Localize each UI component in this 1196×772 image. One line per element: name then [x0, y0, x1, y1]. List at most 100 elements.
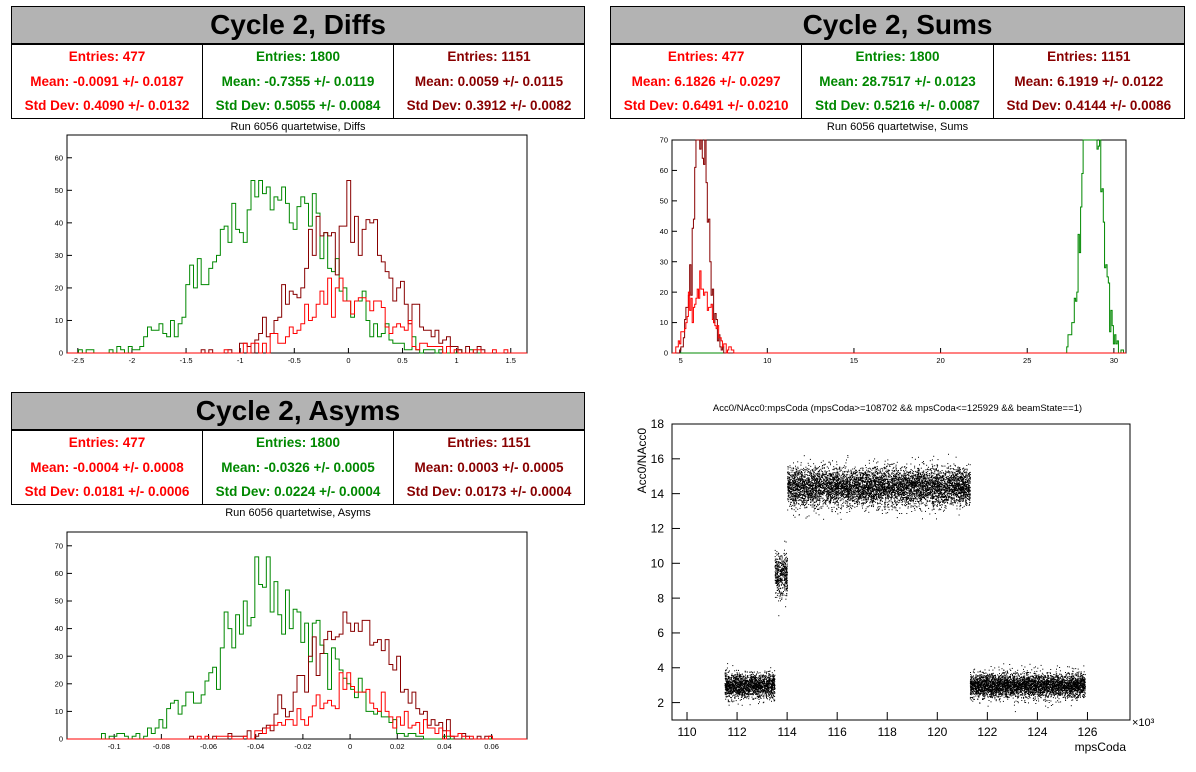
scatter-point — [809, 478, 811, 480]
scatter-point — [725, 692, 726, 694]
scatter-point — [813, 498, 815, 499]
scatter-point — [739, 691, 741, 693]
scatter-point — [917, 480, 919, 482]
scatter-point — [936, 491, 938, 493]
scatter-point — [946, 492, 948, 494]
scatter-point — [769, 693, 771, 695]
scatter-point — [813, 508, 815, 510]
scatter-point — [916, 486, 918, 488]
scatter-point — [775, 570, 777, 571]
scatter-point — [921, 498, 923, 499]
scatter-point — [878, 480, 880, 482]
scatter-point — [726, 692, 728, 694]
scatter-point — [751, 677, 753, 679]
scatter-point — [929, 513, 931, 515]
scatter-point — [881, 484, 883, 486]
scatter-point — [924, 493, 926, 495]
scatter-point — [879, 478, 881, 480]
scatter-point — [779, 562, 781, 564]
scatter-point — [909, 495, 911, 497]
scatter-point — [892, 482, 894, 484]
scatter-point — [879, 471, 881, 473]
scatter-point — [732, 692, 734, 693]
scatter-point — [762, 695, 764, 697]
plot-frame — [671, 423, 1131, 721]
scatter-point — [763, 684, 765, 686]
scatter-point — [906, 463, 908, 465]
scatter-point — [727, 686, 729, 688]
scatter-point — [868, 476, 870, 478]
scatter-point — [829, 472, 831, 474]
scatter-point — [950, 472, 952, 474]
scatter-point — [758, 692, 760, 694]
scatter-point — [883, 491, 884, 492]
scatter-point — [776, 585, 778, 587]
scatter-point — [845, 484, 847, 486]
scatter-point — [850, 486, 852, 488]
scatter-point — [774, 575, 776, 577]
scatter-point — [785, 564, 787, 566]
scatter-point — [764, 692, 766, 694]
scatter-point — [852, 495, 854, 497]
scatter-point — [923, 491, 925, 493]
scatter-point — [785, 595, 787, 597]
scatter-point — [790, 490, 792, 492]
scatter-point — [760, 691, 762, 693]
scatter-point — [765, 693, 767, 695]
scatter-point — [732, 676, 734, 678]
scatter-point — [899, 477, 901, 479]
scatter-point — [749, 686, 750, 688]
scatter-point — [738, 669, 739, 671]
scatter-point — [783, 574, 785, 576]
scatter-point — [767, 686, 769, 688]
scatter-point — [826, 495, 828, 497]
scatter-point — [774, 567, 776, 569]
scatter-point — [753, 683, 755, 684]
scatter-point — [863, 484, 865, 485]
scatter-point — [797, 497, 799, 499]
scatter-point — [752, 698, 754, 700]
scatter-point — [838, 484, 840, 486]
scatter-point — [777, 588, 779, 590]
scatter-point — [782, 573, 784, 575]
scatter-point — [943, 485, 944, 487]
scatter-point — [771, 681, 773, 683]
scatter-point — [741, 704, 743, 706]
scatter-point — [753, 690, 755, 692]
scatter-point — [796, 472, 798, 474]
y-tick-label: 4 — [657, 661, 664, 675]
scatter-point — [794, 477, 796, 479]
scatter-point — [776, 561, 778, 563]
scatter-point — [755, 681, 757, 682]
scatter-point — [836, 468, 838, 470]
scatter-point — [779, 578, 781, 580]
scatter-point — [872, 476, 873, 478]
scatter-point — [746, 693, 747, 695]
scatter-point — [783, 567, 785, 569]
scatter-point — [786, 573, 788, 575]
scatter-point — [959, 484, 961, 486]
scatter-point — [816, 496, 818, 498]
scatter-point — [768, 677, 770, 678]
scatter-point — [778, 562, 780, 564]
scatter-point — [779, 574, 781, 576]
scatter-point — [766, 694, 768, 696]
scatter-point — [888, 470, 890, 472]
scatter-point — [730, 677, 732, 679]
scatter-point — [769, 679, 771, 681]
scatter-point — [762, 675, 763, 677]
scatter-point — [765, 690, 767, 692]
scatter-point — [796, 501, 798, 503]
scatter-point — [785, 582, 787, 583]
scatter-point — [847, 471, 848, 473]
scatter-point — [853, 487, 855, 489]
scatter-point — [909, 495, 910, 497]
scatter-point — [963, 490, 965, 491]
scatter-point — [866, 484, 868, 485]
scatter-point — [760, 682, 762, 683]
scatter-point — [768, 679, 770, 681]
y-tick-label: 0 — [59, 349, 63, 358]
scatter-point — [727, 680, 729, 682]
scatter-point — [849, 496, 851, 498]
scatter-point — [883, 492, 885, 494]
